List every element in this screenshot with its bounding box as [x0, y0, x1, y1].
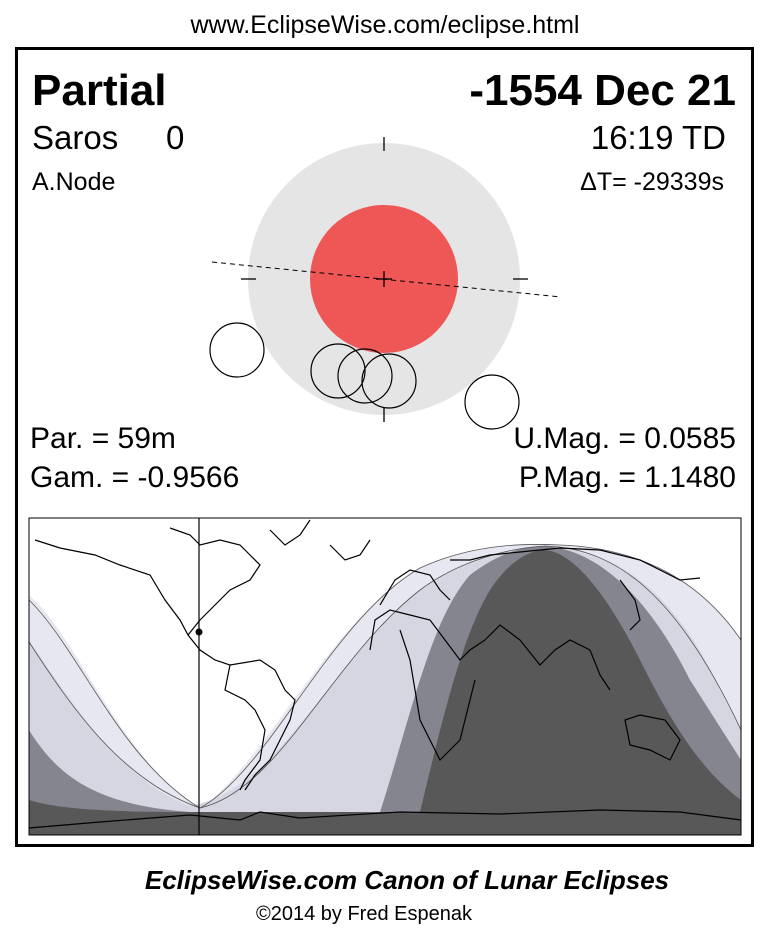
eclipse-type: Partial — [32, 66, 167, 115]
penumbral-magnitude: P.Mag. = 1.1480 — [519, 461, 736, 494]
moon-u4 — [361, 353, 417, 409]
moon-p1 — [209, 322, 265, 378]
moon-positions — [209, 322, 520, 430]
node-label: A.Node — [32, 168, 115, 196]
visibility-curves — [29, 544, 741, 809]
header-url: www.EclipseWise.com/eclipse.html — [190, 11, 580, 39]
moon-greatest — [337, 348, 393, 404]
saros-label: Saros — [32, 119, 118, 156]
gamma: Gam. = -0.9566 — [30, 461, 239, 494]
footer-title: EclipseWise.com Canon of Lunar Eclipses — [145, 865, 669, 895]
delta-t: ΔT= -29339s — [580, 168, 724, 196]
saros-value: 0 — [166, 119, 184, 156]
eclipse-date: -1554 Dec 21 — [469, 66, 736, 115]
umbral-magnitude: U.Mag. = 0.0585 — [513, 422, 736, 455]
footer-copyright: ©2014 by Fred Espenak — [256, 903, 473, 925]
visibility-map — [29, 518, 741, 835]
subsolar-point-marker — [195, 628, 203, 636]
moon-p4 — [464, 374, 520, 430]
moon-u1 — [310, 343, 366, 399]
total-visibility-zone — [29, 550, 741, 835]
axis-ticks — [241, 137, 528, 422]
coastlines — [29, 519, 741, 829]
duration: Par. = 59m — [30, 422, 176, 455]
eclipse-time: 16:19 TD — [591, 119, 726, 156]
map-border — [28, 517, 742, 836]
shadow-diagram — [209, 137, 562, 430]
